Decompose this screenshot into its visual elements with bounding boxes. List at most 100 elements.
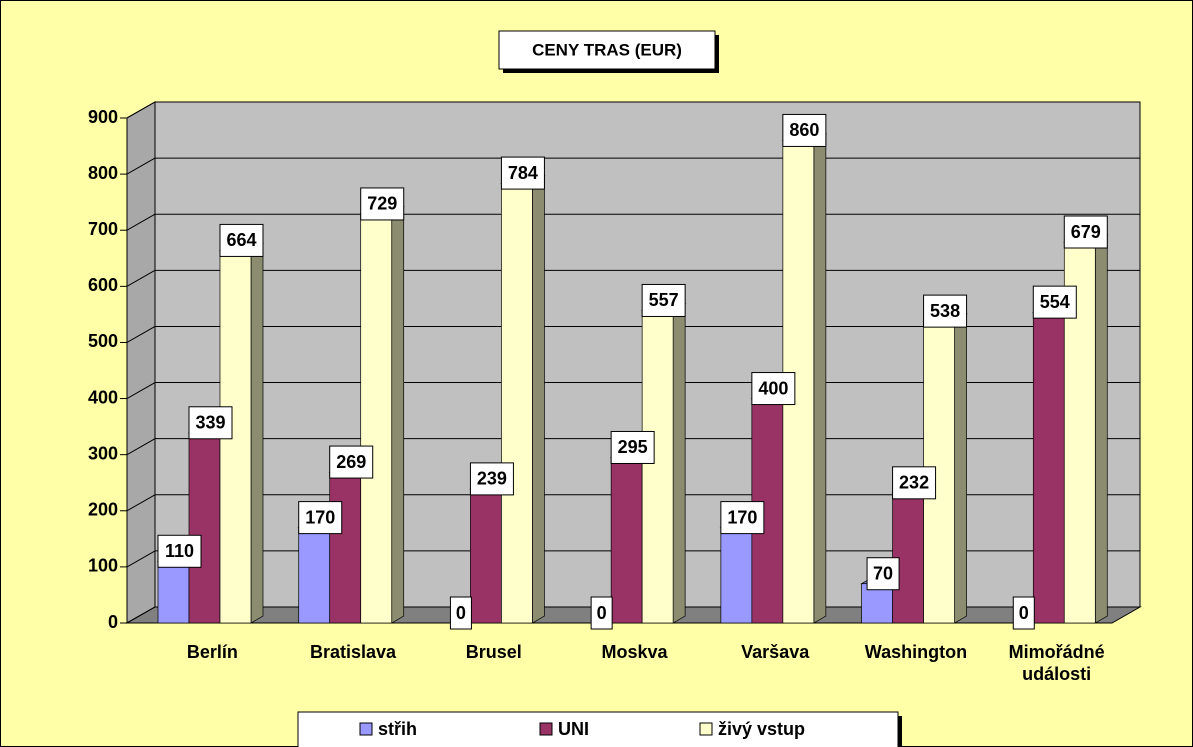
data-label: 269 — [336, 452, 366, 472]
bar-face — [720, 527, 753, 624]
x-tick-label: Brusel — [465, 642, 522, 662]
y-tick-label: 600 — [88, 275, 118, 295]
legend-label: UNI — [558, 719, 589, 739]
data-label-box — [610, 430, 655, 464]
data-label-box — [449, 596, 472, 630]
legend-swatch — [699, 722, 713, 736]
legend-swatch — [539, 722, 553, 736]
bar — [500, 175, 546, 624]
data-label: 0 — [456, 603, 466, 623]
y-tick-label: 700 — [88, 219, 118, 239]
y-tick-label: 400 — [88, 387, 118, 407]
bar-face — [641, 310, 674, 624]
bar-face — [250, 242, 264, 624]
grid-line — [126, 382, 156, 399]
grid-line — [126, 157, 156, 175]
x-tick-label: Bratislava — [310, 642, 397, 662]
bar-face — [1063, 241, 1096, 624]
x-tick-label: Washington — [864, 642, 968, 662]
data-label-box — [892, 466, 937, 500]
bar-face — [532, 175, 545, 624]
data-label-box — [641, 283, 686, 317]
bar — [640, 302, 687, 624]
legend-swatch — [359, 722, 373, 736]
y-tick-label: 200 — [88, 500, 118, 520]
bar-face — [470, 488, 502, 624]
data-label-box — [157, 534, 202, 568]
bar-face — [298, 527, 331, 624]
data-label: 554 — [1040, 292, 1070, 312]
data-label-box — [188, 406, 233, 440]
grid-line — [126, 213, 156, 231]
bar-face — [501, 182, 533, 624]
legend-label: střih — [378, 719, 417, 739]
data-label: 295 — [618, 437, 648, 457]
y-tick-label: 0 — [108, 612, 118, 632]
data-label-box — [590, 596, 613, 630]
data-label: 339 — [195, 413, 225, 433]
data-label: 729 — [367, 194, 397, 214]
x-tick-label: Varšava — [741, 642, 810, 662]
grid-line — [126, 438, 156, 456]
bar-face — [813, 132, 827, 624]
data-label-box — [469, 462, 514, 496]
data-label: 400 — [758, 378, 788, 398]
bar — [1062, 234, 1109, 624]
grid-line — [126, 101, 156, 119]
side-wall — [126, 101, 156, 624]
grid-line — [126, 494, 156, 512]
chart-title: CENY TRAS (EUR) — [532, 40, 682, 59]
data-label: 664 — [226, 230, 256, 250]
data-label: 0 — [1019, 603, 1029, 623]
data-label: 860 — [789, 120, 819, 140]
bar-face — [360, 213, 393, 624]
data-label: 70 — [873, 563, 893, 583]
bar-face — [672, 302, 686, 624]
data-label-box — [1063, 215, 1108, 249]
data-label: 679 — [1071, 222, 1101, 242]
data-label: 557 — [649, 290, 679, 310]
data-label: 170 — [727, 507, 757, 527]
y-tick-label: 800 — [88, 163, 118, 183]
grid-line — [126, 550, 156, 568]
data-label-box — [923, 294, 968, 328]
bar-face — [188, 432, 221, 624]
x-tick-label: Mimořádné události — [1008, 642, 1105, 684]
legend-box — [297, 711, 899, 747]
legend-label: živý vstup — [718, 719, 805, 739]
grid-line — [126, 606, 156, 624]
data-label-box — [751, 372, 796, 406]
bar-face — [861, 583, 893, 624]
x-tick-label: Moskva — [601, 642, 668, 662]
data-label-box — [866, 557, 900, 591]
bar-face — [391, 206, 405, 624]
data-label: 110 — [165, 541, 194, 561]
grid-line — [126, 326, 156, 343]
bar — [359, 206, 406, 624]
data-label: 239 — [477, 469, 507, 489]
y-tick-label: 300 — [88, 443, 118, 463]
data-label-box — [329, 445, 374, 479]
bar-face — [1032, 311, 1065, 624]
title-box — [498, 30, 716, 70]
data-label: 0 — [597, 603, 607, 623]
bar-face — [1094, 234, 1108, 624]
bar-face — [610, 457, 643, 624]
grid-line — [126, 269, 156, 287]
data-label: 784 — [508, 163, 538, 183]
bar-face — [329, 471, 362, 624]
y-tick-label: 500 — [88, 331, 118, 351]
bar-face — [157, 560, 190, 624]
data-label-box — [1032, 285, 1077, 319]
data-label: 170 — [305, 507, 335, 527]
data-label-box — [1012, 596, 1035, 630]
data-label-box — [720, 501, 765, 535]
data-label-box — [360, 187, 405, 221]
bar-face — [954, 313, 967, 624]
data-label: 538 — [930, 301, 960, 321]
data-label: 232 — [899, 473, 929, 493]
data-label-box — [298, 501, 343, 535]
y-tick-label: 100 — [88, 556, 118, 576]
